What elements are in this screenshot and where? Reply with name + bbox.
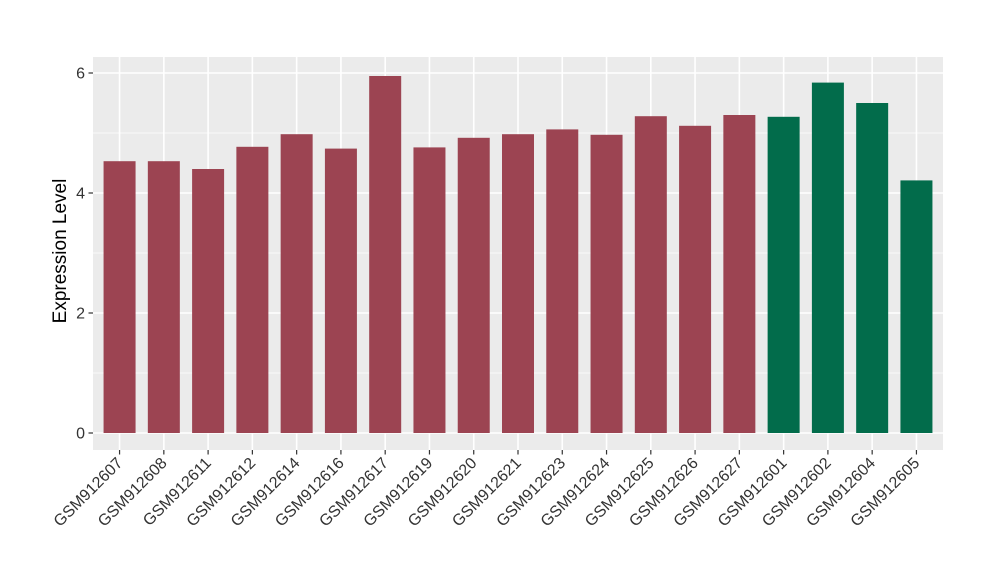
bar-GSM912616 — [324, 148, 357, 433]
bar-GSM912626 — [679, 125, 712, 434]
bar-GSM912604 — [856, 103, 889, 433]
bar-GSM912614 — [280, 134, 313, 433]
y-tick-label: 6 — [76, 66, 85, 83]
bar-GSM912611 — [192, 169, 225, 433]
bar-GSM912621 — [502, 134, 534, 433]
bar-GSM912620 — [457, 137, 490, 434]
y-tick-label: 0 — [76, 426, 85, 443]
y-tick-label: 2 — [76, 306, 85, 323]
bar-GSM912608 — [147, 161, 180, 433]
bar-GSM912625 — [634, 116, 667, 433]
bar-GSM912619 — [413, 147, 446, 433]
bar-GSM912623 — [546, 129, 579, 433]
bar-GSM912624 — [590, 134, 623, 434]
y-axis-title: Expression Level — [50, 178, 71, 324]
bar-GSM912602 — [811, 82, 844, 433]
y-tick-label: 4 — [76, 186, 85, 203]
bar-GSM912627 — [723, 115, 756, 433]
bar-GSM912605 — [900, 180, 933, 433]
bar-GSM912601 — [767, 116, 800, 434]
bar-GSM912612 — [236, 146, 269, 434]
bar-GSM912607 — [103, 161, 136, 433]
bar-GSM912617 — [369, 76, 402, 433]
